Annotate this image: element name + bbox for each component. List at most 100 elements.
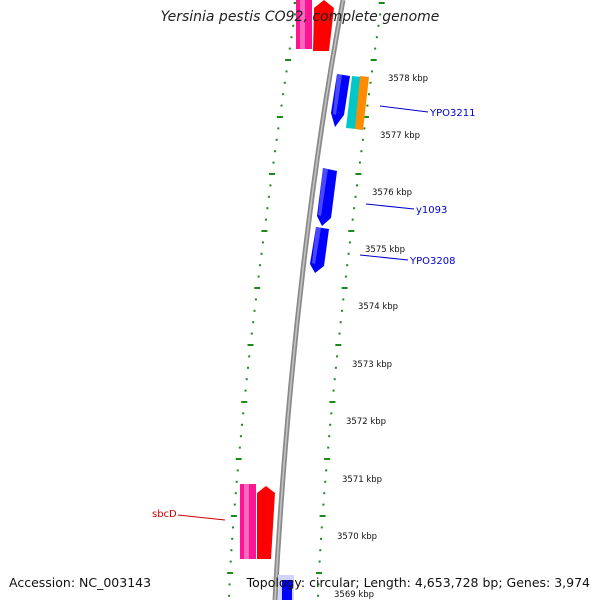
ruler-tick-label: 3578 kbp (388, 74, 428, 84)
minor-tick (356, 184, 358, 187)
inner-tick-ring (227, 2, 300, 597)
minor-tick (264, 218, 267, 221)
ruler-tick-label: 3575 kbp (365, 245, 405, 255)
minor-tick (371, 70, 374, 73)
gene-bottom-blue (278, 575, 294, 600)
major-tick (227, 572, 234, 574)
minor-tick (320, 537, 322, 540)
minor-tick (242, 412, 245, 415)
minor-tick (328, 435, 331, 438)
minor-tick (285, 70, 288, 73)
minor-tick (358, 161, 361, 164)
major-tick (241, 401, 248, 403)
gene-label: YPO3211 (429, 108, 475, 119)
minor-tick (257, 275, 260, 278)
major-tick (329, 401, 336, 403)
major-tick (261, 230, 268, 232)
minor-tick (333, 378, 336, 381)
gene-label: YPO3208 (409, 256, 455, 267)
minor-tick (317, 594, 320, 597)
major-tick (247, 344, 254, 346)
minor-tick (250, 332, 253, 335)
minor-tick (369, 81, 372, 84)
ruler-tick-label: 3569 kbp (334, 590, 374, 600)
gene-orange (355, 76, 369, 130)
minor-tick (233, 503, 236, 506)
minor-tick (377, 24, 380, 27)
major-tick (370, 59, 377, 61)
minor-tick (229, 560, 232, 563)
minor-tick (234, 492, 237, 495)
ruler-tick-label: 3573 kbp (352, 360, 392, 370)
accession-text: Accession: NC_003143 (9, 575, 152, 590)
minor-tick (280, 104, 283, 107)
ruler-tick-label: 3576 kbp (372, 188, 412, 198)
minor-tick (318, 560, 321, 563)
gene-top-red (313, 0, 334, 51)
minor-tick (334, 366, 337, 369)
minor-tick (283, 81, 286, 84)
major-tick (285, 59, 292, 61)
minor-tick (348, 241, 351, 244)
minor-tick (292, 24, 295, 27)
ruler-tick-label: 3571 kbp (342, 475, 382, 485)
minor-tick (336, 355, 339, 358)
gene-blue-arrow-3 (310, 227, 329, 273)
major-tick (235, 458, 242, 460)
minor-tick (272, 161, 275, 164)
minor-tick (288, 47, 291, 50)
minor-tick (379, 13, 382, 16)
minor-tick (375, 36, 378, 39)
minor-tick (319, 549, 322, 552)
minor-tick (325, 469, 328, 472)
gene-top-pink (296, 0, 312, 49)
minor-tick (317, 583, 320, 586)
minor-tick (323, 492, 326, 495)
minor-tick (259, 264, 262, 267)
minor-tick (366, 104, 369, 107)
minor-tick (327, 446, 330, 449)
minor-tick (347, 252, 350, 255)
major-tick (316, 572, 322, 574)
leader-sbcD (177, 514, 226, 521)
major-tick (269, 173, 275, 175)
gene-blue-arrow-2 (317, 168, 337, 226)
minor-tick (341, 309, 343, 312)
minor-tick (368, 93, 370, 96)
genome-backbone (272, 0, 346, 600)
minor-tick (324, 480, 327, 483)
gene-sbcD-red (257, 486, 275, 559)
minor-tick (244, 389, 247, 392)
minor-tick (247, 366, 249, 369)
leader-y1093 (365, 203, 415, 210)
minor-tick (338, 332, 341, 335)
minor-tick (344, 275, 347, 278)
leader-YPO3211 (379, 105, 429, 113)
ruler-tick-label: 3570 kbp (337, 532, 377, 542)
minor-tick (342, 298, 345, 301)
minor-tick (245, 378, 248, 381)
minor-tick (254, 298, 257, 301)
ruler-tick-label: 3574 kbp (358, 302, 398, 312)
gene-sbcD-pink (240, 484, 256, 559)
minor-tick (330, 412, 333, 415)
major-tick (341, 287, 348, 289)
major-tick (362, 116, 369, 118)
major-tick (324, 458, 331, 460)
major-tick (319, 515, 326, 517)
major-tick (254, 287, 261, 289)
minor-tick (228, 594, 231, 597)
minor-tick (269, 184, 272, 187)
major-tick (355, 173, 362, 175)
gene-label: y1093 (416, 205, 447, 216)
minor-tick (236, 469, 239, 472)
minor-tick (339, 321, 342, 324)
minor-tick (363, 127, 366, 130)
minor-tick (320, 526, 323, 529)
ruler-tick-label: 3572 kbp (346, 417, 386, 427)
minor-tick (241, 423, 243, 426)
minor-tick (351, 218, 354, 221)
minor-tick (235, 480, 238, 483)
minor-tick (294, 13, 296, 16)
